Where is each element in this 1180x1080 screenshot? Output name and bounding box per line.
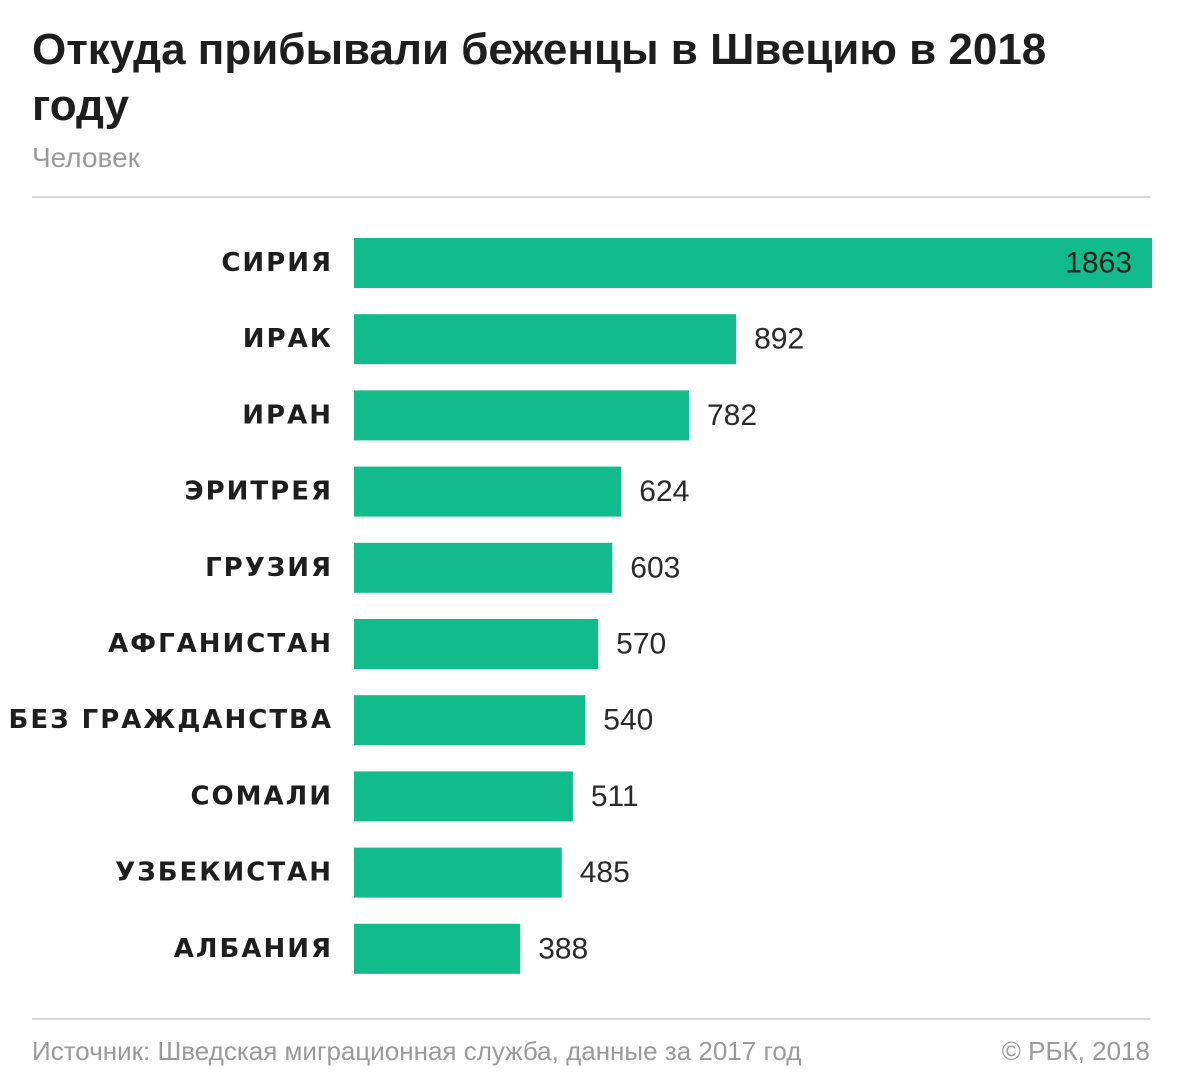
category-label: ГРУЗИЯ: [205, 553, 333, 583]
bar: [354, 314, 737, 365]
value-label: 570: [616, 628, 666, 661]
category-label: БЕЗ ГРАЖДАНСТВА: [9, 705, 333, 735]
bar: [354, 619, 599, 669]
category-label: АЛБАНИЯ: [174, 934, 333, 964]
source-note: Источник: Шведская миграционная служба, …: [32, 1036, 802, 1066]
value-label: 603: [630, 551, 680, 584]
bar-chart: СИРИЯ 1863 ИРАК 892 ИРАН 782 ЭРИТРЕЯ 624 ГРУЗИЯ 6…: [9, 238, 1152, 974]
category-label: УЗБЕКИСТАН: [115, 858, 333, 888]
category-label: СИРИЯ: [221, 248, 333, 278]
bar: [354, 390, 689, 441]
bar: [354, 542, 613, 593]
category-label: ИРАН: [242, 400, 333, 430]
category-label: АФГАНИСТАН: [108, 629, 333, 659]
bar: [354, 466, 622, 517]
category-label: ИРАК: [243, 324, 333, 354]
bar: [354, 695, 586, 746]
value-label: 485: [580, 856, 630, 889]
value-label: 540: [603, 704, 653, 737]
bar: [354, 238, 1152, 288]
top-divider: [32, 196, 1150, 198]
bar: [354, 771, 573, 822]
copyright-note: © РБК, 2018: [1001, 1036, 1150, 1066]
value-label: 511: [591, 780, 639, 813]
value-label: 892: [754, 323, 804, 356]
value-label: 388: [538, 932, 588, 965]
value-label: 624: [639, 475, 689, 508]
category-label: ЭРИТРЕЯ: [185, 477, 333, 507]
bar: [354, 923, 521, 974]
value-label: 782: [707, 399, 757, 432]
chart-subtitle-unit: Человек: [32, 142, 140, 173]
chart-title: Откуда прибывали беженцы в Швецию в 2018…: [32, 25, 1047, 130]
bar: [354, 847, 562, 898]
category-label: СОМАЛИ: [190, 781, 333, 811]
value-label: 1863: [1065, 247, 1132, 280]
bottom-divider: [32, 1018, 1150, 1020]
